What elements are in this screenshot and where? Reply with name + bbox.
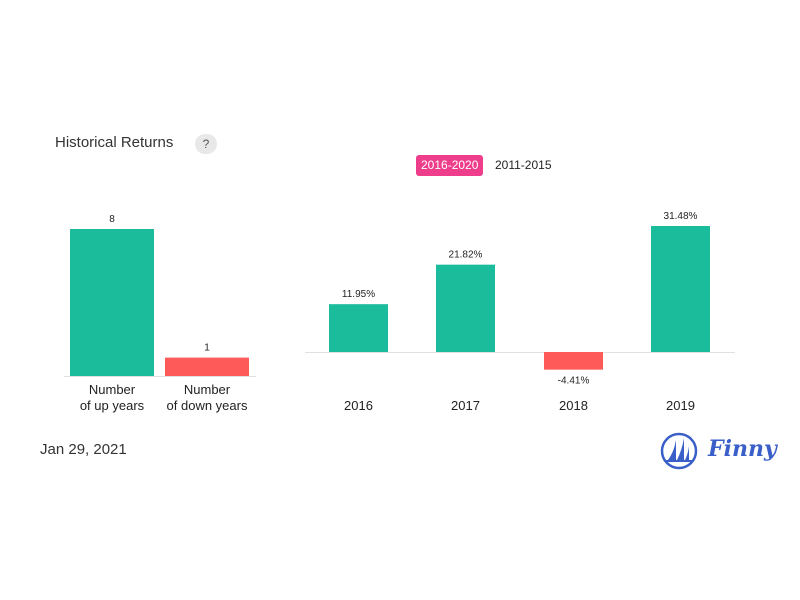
tab-2016-2020[interactable]: 2016-2020 [416,155,484,176]
bar-down-years [165,357,249,376]
bar-value-label: 31.48% [664,211,698,222]
sailboat-icon [660,432,698,470]
bar-value-label: 1 [204,343,210,354]
as-of-date: Jan 29, 2021 [40,441,127,458]
bar-value-label: 11.95% [342,289,375,300]
help-icon[interactable]: ? [195,134,217,154]
year-tick-label: 2019 [666,398,695,413]
bar-up-years [70,229,154,376]
bar-value-label: 21.82% [449,250,483,261]
category-label: Number [89,382,136,397]
bar-return-2018 [544,352,603,370]
category-label: Number [184,382,231,397]
brand-name: Finny [708,436,777,462]
bar-value-label: -4.41% [558,376,590,387]
bar-return-2017 [436,264,495,352]
bar-value-label: 8 [109,214,115,225]
year-tick-label: 2018 [559,398,588,413]
finny-logo[interactable]: Finny [660,430,777,472]
category-label: of up years [80,398,145,413]
year-tick-label: 2016 [344,398,373,413]
bar-return-2016 [329,304,388,352]
bar-return-2019 [651,226,710,352]
chart-title: Historical Returns [55,134,174,151]
category-label: of down years [167,398,248,413]
year-tick-label: 2017 [451,398,480,413]
tab-2011-2015[interactable]: 2011-2015 [495,158,552,172]
